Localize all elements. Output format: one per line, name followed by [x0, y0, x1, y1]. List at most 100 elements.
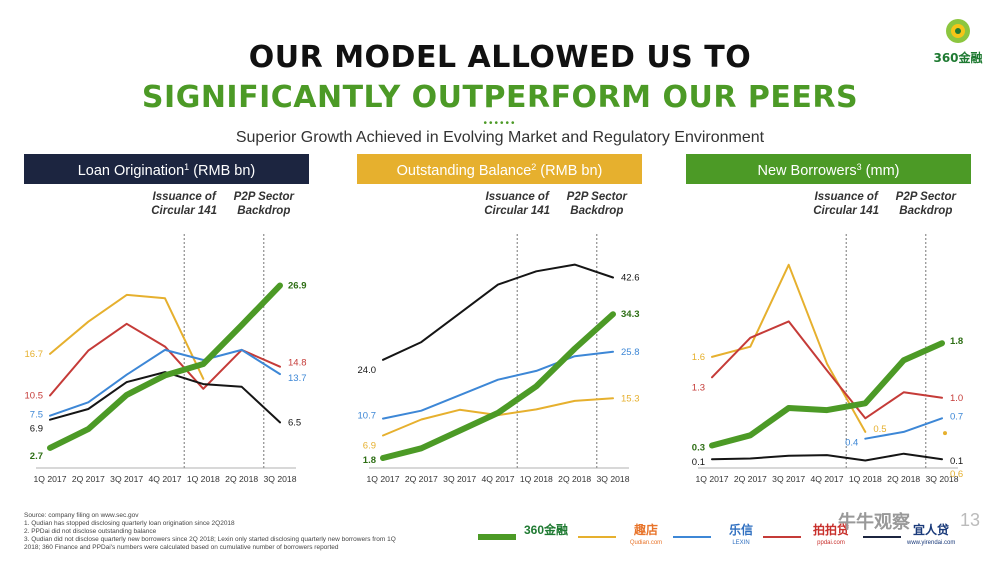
legend-item-qudian: 趣店 Qudian.com	[578, 522, 673, 554]
legend-item-ppdai: 拍拍贷 ppdai.com	[763, 522, 858, 554]
chart-header-box	[357, 154, 642, 184]
footnote-3: 3. Qudian did not disclose quarterly new…	[24, 536, 396, 543]
annotation-circular-141: Issuance of	[815, 191, 879, 203]
series-line-lexinfintech	[382, 350, 614, 420]
annotation-circular-141: Circular 141	[151, 205, 217, 217]
data-label: 0.1	[950, 456, 963, 467]
data-label: 2.7	[30, 451, 43, 462]
series-line-360-finance	[47, 282, 283, 451]
data-label: 0.6	[950, 469, 963, 480]
legend-item-360-finance: 360金融	[478, 522, 573, 554]
x-tick-label: 2Q 2018	[887, 474, 920, 484]
data-label: 10.7	[358, 411, 377, 422]
legend-logo: 拍拍贷 ppdai.com	[812, 523, 849, 547]
legend-logo: 趣店 Qudian.com	[629, 523, 663, 547]
x-tick-label: 3Q 2017	[443, 474, 476, 484]
x-tick-label: 3Q 2018	[926, 474, 959, 484]
data-label: 1.8	[363, 455, 376, 466]
data-label: 10.5	[25, 391, 44, 402]
x-tick-label: 1Q 2018	[187, 474, 220, 484]
x-tick-label: 2Q 2017	[72, 474, 105, 484]
data-label: 6.9	[363, 440, 376, 451]
legend-logo: 宜人贷 www.yirendai.com	[907, 523, 956, 547]
series-line-yirendai	[49, 371, 281, 424]
footnote-3-cont: 2018; 360 Finance and PPDai's numbers we…	[24, 544, 339, 551]
data-label: 0.1	[692, 457, 705, 468]
data-label: 0.5	[873, 424, 886, 435]
data-label: 26.9	[288, 281, 307, 292]
data-label: 34.3	[621, 309, 640, 320]
x-tick-label: 3Q 2017	[110, 474, 143, 484]
x-tick-label: 2Q 2018	[225, 474, 258, 484]
legend-item-yirendai: 宜人贷 www.yirendai.com	[863, 522, 958, 554]
data-label: 14.8	[288, 358, 307, 369]
chart-loan-origination: Loan Origination1 (RMB bn) Issuance of Cir…	[24, 154, 309, 484]
x-tick-label: 3Q 2017	[772, 474, 805, 484]
legend-swatch	[763, 536, 801, 538]
data-label: 6.9	[30, 424, 43, 435]
legend-swatch	[673, 536, 711, 538]
data-label: 25.8	[621, 347, 640, 358]
annotation-circular-141: Circular 141	[484, 205, 550, 217]
data-label: 1.0	[950, 393, 963, 404]
x-tick-label: 2Q 2017	[734, 474, 767, 484]
legend-swatch	[863, 536, 901, 538]
annotation-circular-141: Issuance of	[486, 191, 550, 203]
legend-logo: 360金融	[523, 523, 569, 537]
chart-header-box	[686, 154, 971, 184]
watermark-text: 牛牛观察	[838, 512, 910, 533]
footnote-source: Source: company filing on www.sec.gov	[24, 512, 139, 519]
data-label: 24.0	[358, 365, 377, 376]
chart-new-borrowers: New Borrowers3 (mm) Issuance of Circular 1…	[686, 154, 971, 484]
title-divider-dots: ••••••	[483, 118, 517, 129]
legend-item-lexinfintech: 乐信 LEXIN	[673, 522, 768, 554]
x-tick-label: 2Q 2017	[405, 474, 438, 484]
data-label: 0.3	[692, 443, 705, 454]
legend-logo: 乐信 LEXIN	[728, 523, 753, 547]
x-tick-label: 3Q 2018	[264, 474, 297, 484]
legend-swatch	[578, 536, 616, 538]
x-tick-label: 4Q 2017	[149, 474, 182, 484]
chart-title: Outstanding Balance2 (RMB bn)	[397, 162, 603, 179]
footnotes: Source: company filing on www.sec.gov 1.…	[24, 512, 474, 552]
footnote-1: 1. Qudian has stopped disclosing quarter…	[24, 520, 235, 527]
legend-swatch	[478, 534, 516, 540]
data-label: 42.6	[621, 272, 640, 283]
data-label: 1.6	[692, 352, 705, 363]
chart-outstanding-balance: Outstanding Balance2 (RMB bn) Issuance of…	[357, 154, 642, 484]
annotation-p2p-backdrop: P2P Sector	[234, 191, 295, 203]
series-line-qudian	[49, 293, 205, 380]
series-line-yirendai	[382, 263, 614, 361]
page-title-line2: SIGNIFICANTLY OUTPERFORM OUR PEERS	[141, 80, 859, 115]
x-tick-label: 2Q 2018	[558, 474, 591, 484]
x-tick-label: 1Q 2017	[367, 474, 400, 484]
data-label: 6.5	[288, 417, 301, 428]
series-line-ppdai	[711, 320, 943, 420]
annotation-p2p-backdrop: Backdrop	[237, 205, 290, 217]
annotation-p2p-backdrop: P2P Sector	[896, 191, 957, 203]
data-label: 7.5	[30, 410, 43, 421]
data-label: 0.7	[950, 411, 963, 422]
x-tick-label: 1Q 2017	[34, 474, 67, 484]
page-number: 13	[960, 510, 981, 530]
annotation-p2p-backdrop: P2P Sector	[567, 191, 628, 203]
page-title-line1: OUR MODEL ALLOWED US TO	[248, 40, 752, 75]
series-line-qudian	[382, 397, 614, 437]
data-label: 15.3	[621, 393, 640, 404]
annotation-circular-141: Circular 141	[813, 205, 879, 217]
chart-header-box	[24, 154, 309, 184]
data-label: 13.7	[288, 373, 307, 384]
footnote-2: 2. PPDai did not disclose outstanding ba…	[24, 528, 157, 535]
x-tick-label: 1Q 2018	[520, 474, 553, 484]
annotation-p2p-backdrop: Backdrop	[899, 205, 952, 217]
chart-title: New Borrowers3 (mm)	[758, 162, 900, 179]
x-tick-label: 1Q 2018	[849, 474, 882, 484]
data-label: 1.3	[692, 382, 705, 393]
series-line-lexinfintech	[864, 417, 943, 440]
brand-logo-text: 360金融	[933, 51, 983, 65]
x-tick-label: 4Q 2017	[482, 474, 515, 484]
series-line-ppdai	[49, 322, 281, 397]
chart-title: Loan Origination1 (RMB bn)	[78, 162, 256, 179]
chart-legend: 360金融 趣店 Qudian.com 乐信 LEXIN 拍拍贷 ppdai.com 宜人贷 w…	[478, 522, 958, 554]
data-label: 0.4	[845, 438, 858, 449]
